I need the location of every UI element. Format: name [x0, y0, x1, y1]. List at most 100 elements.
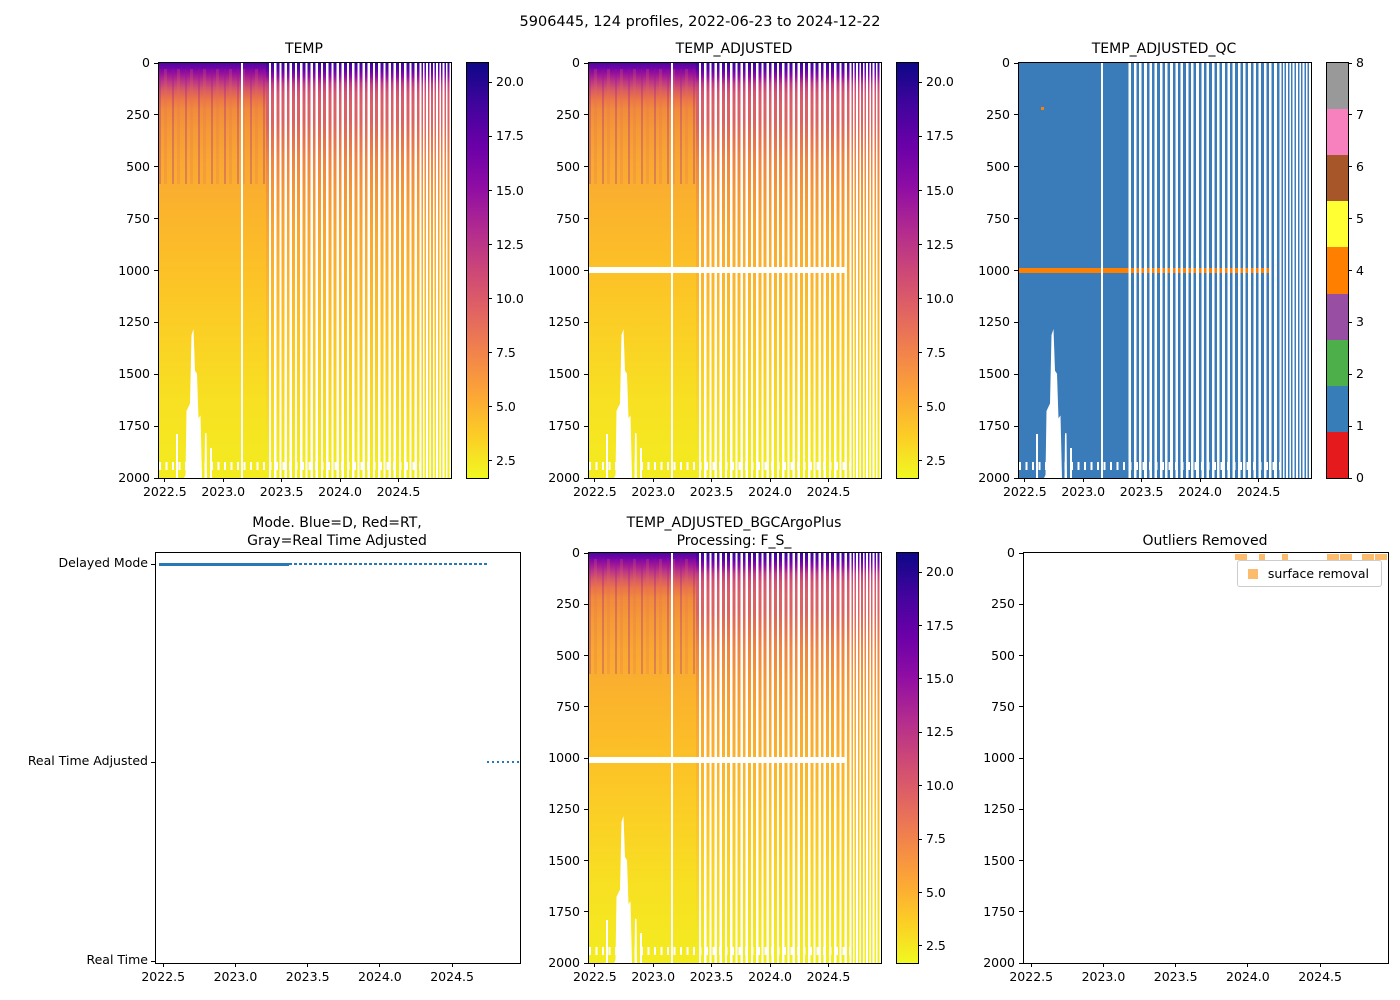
x-tick-mark [1102, 963, 1104, 967]
x-tick-label: 2024.5 [1236, 484, 1281, 499]
mode-marker [428, 562, 432, 566]
x-tick-label: 2022.5 [1002, 484, 1047, 499]
y-tick-label: 2000 [978, 470, 1010, 485]
y-tick-label: 0 [572, 55, 580, 70]
colorbar-tick-mark [1348, 114, 1352, 116]
mode-marker [358, 562, 362, 566]
y-tick-mark [584, 757, 588, 759]
colorbar-tick-mark [488, 298, 492, 300]
y-tick-mark [154, 218, 158, 220]
mode-marker [438, 562, 442, 566]
y-tick-mark [584, 603, 588, 605]
y-tick-label: 1000 [978, 262, 1010, 278]
deep-data-gap-spike [1036, 434, 1038, 478]
colorbar-tick-label: 10.0 [926, 777, 954, 793]
y-tick-label: 250 [986, 106, 1010, 122]
x-tick-label: 2023.5 [689, 484, 734, 499]
x-tick-mark [162, 963, 164, 967]
y-tick-label: 750 [126, 210, 150, 226]
colorbar-tick-label: 5.0 [926, 884, 946, 900]
y-tick-label: 1500 [548, 366, 580, 382]
mode-marker [318, 562, 322, 566]
mode-marker [293, 562, 297, 566]
colorbar-tick-label: 15.0 [926, 182, 954, 198]
x-tick-mark [339, 478, 341, 482]
mode-marker [288, 562, 292, 566]
y-tick-label: 0 [1007, 545, 1015, 560]
colorbar-tick-label: 1 [1356, 418, 1364, 434]
mode-title: Mode. Blue=D, Red=RT, Gray=Real Time Adj… [155, 514, 519, 550]
colorbar-tick-mark [918, 945, 922, 947]
mode-marker [408, 562, 412, 566]
y-tick-label: 1750 [978, 418, 1010, 434]
y-tick-mark [1019, 911, 1023, 913]
y-tick-mark [1019, 655, 1023, 656]
y-tick-mark [1014, 373, 1018, 375]
qc-color-block-flag-3 [1327, 293, 1348, 341]
outliers-scatter-plot: surface removal 2022.5 2023.0 2023.5 2024.0… [983, 546, 1389, 984]
colorbar-tick-label: 17.5 [496, 128, 524, 144]
colorbar-tick-mark [488, 460, 492, 462]
colorbar-tick-label: 15.0 [496, 182, 524, 198]
qc-color-block-flag-7 [1327, 109, 1348, 156]
category-tick-mark [151, 960, 155, 962]
colorbar-tick-mark [1348, 373, 1352, 375]
x-tick-label: 2023.5 [259, 484, 304, 499]
mode-marker [398, 562, 402, 566]
x-tick-mark [652, 478, 654, 482]
y-tick-label: 1000 [548, 750, 580, 765]
category-label: Delayed Mode [58, 555, 148, 570]
y-tick-mark [154, 321, 158, 323]
surface-removal-legend: surface removal [1236, 560, 1382, 587]
mode-marker [501, 760, 505, 764]
deep-data-gap [1044, 329, 1067, 478]
deep-data-gap [614, 816, 637, 963]
y-tick-mark [584, 373, 588, 375]
qc-flag4-point [1041, 106, 1045, 110]
x-tick-label: 2023.0 [631, 484, 676, 499]
mode-title-line2: Gray=Real Time Adjusted [247, 533, 427, 549]
colorbar-tick-mark [1348, 321, 1352, 323]
x-tick-mark [164, 478, 166, 482]
x-tick-label: 2023.0 [1081, 969, 1126, 984]
colorbar-tick-label: 12.5 [926, 724, 954, 740]
surface-removal-marker [1259, 553, 1266, 560]
surface-removal-marker [1374, 553, 1381, 560]
x-tick-label: 2023.5 [1119, 484, 1164, 499]
mode-marker [383, 562, 387, 566]
mode-marker [333, 562, 337, 566]
surface-removal-label: surface removal [1267, 566, 1369, 581]
x-tick-label: 2022.5 [572, 969, 617, 984]
temp-adjusted-colorbar: 20.0 17.5 15.0 12.5 10.0 7.5 5.0 2.5 [896, 62, 954, 479]
y-tick-mark [1014, 218, 1018, 220]
colorbar-tick-mark [918, 244, 922, 246]
mode-marker [478, 562, 482, 566]
y-tick-mark [584, 552, 588, 554]
surface-removal-marker [1380, 553, 1387, 560]
colorbar-tick-label: 15.0 [926, 670, 954, 686]
y-tick-label: 1250 [118, 314, 150, 330]
x-tick-label: 2024.5 [806, 969, 851, 984]
colorbar-tick-mark [1348, 62, 1352, 64]
colorbar-tick-label: 0 [1356, 470, 1364, 485]
bgc-colorbar: 20.0 17.5 15.0 12.5 10.0 7.5 5.0 2.5 [896, 552, 954, 964]
mode-marker [483, 562, 487, 566]
deep-data-gap-spike [210, 448, 212, 478]
deep-data-gap-spike [606, 920, 608, 963]
colorbar-tick-mark [918, 190, 922, 192]
y-tick-mark [584, 166, 588, 168]
y-tick-label: 1000 [118, 262, 150, 278]
x-tick-mark [1247, 963, 1249, 967]
colorbar-tick-label: 8 [1356, 55, 1364, 70]
qc-color-block-flag-0 [1327, 431, 1348, 479]
y-tick-label: 2000 [983, 955, 1015, 970]
colorbar-tick-mark [918, 678, 922, 680]
mode-marker [363, 562, 367, 566]
y-tick-label: 750 [991, 698, 1015, 714]
y-tick-label: 2000 [548, 470, 580, 485]
mode-marker [403, 562, 407, 566]
x-tick-label: 2023.0 [201, 484, 246, 499]
x-tick-mark [222, 478, 224, 482]
y-tick-mark [1019, 757, 1023, 759]
colorbar-tick-label: 3 [1356, 314, 1364, 330]
